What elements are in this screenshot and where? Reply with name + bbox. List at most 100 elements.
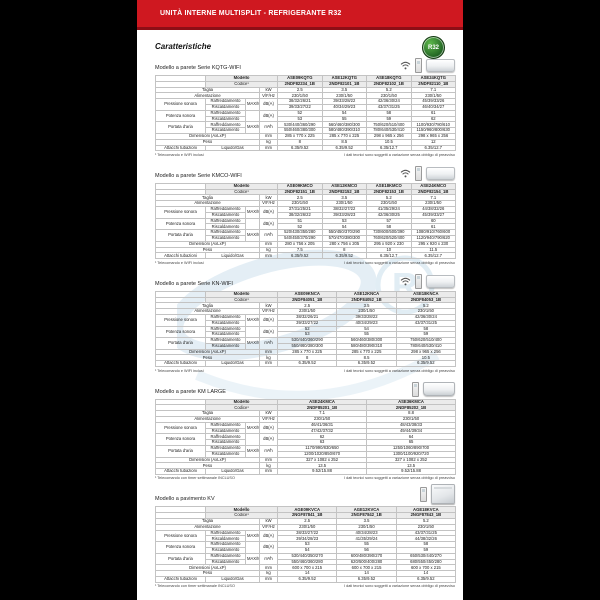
spec-value: 1100/930/780/610 <box>410 121 457 129</box>
spec-value: 5.2 <box>395 518 457 525</box>
table-row: Pressione sonoraRaffreddamentoMAX/MED/MI… <box>155 421 457 435</box>
sub-label: Riscaldamento <box>205 547 246 554</box>
spec-value: 9.52/15.88 <box>277 468 368 475</box>
section-title: Modello a parete KM LARGE <box>155 388 226 395</box>
section-icons <box>400 58 455 73</box>
spec-value: 1080/910/760/600 <box>410 229 457 237</box>
footnote-left: ¹ Telecomando e WIFI inclusi <box>155 260 204 265</box>
table-row: Portata d'ariaRaffreddamentoMAX/MED/MIN/… <box>155 337 457 350</box>
table-row: Potenza sonora Raffreddamento dB(A) 51 53 57 6… <box>155 217 457 231</box>
row-label: Potenza sonora <box>155 217 206 231</box>
qualifier-label: MAX/MED/MIN/SL <box>245 313 260 327</box>
table-row: Riscaldamento 550/460/380/300 580/480/390/… <box>156 127 457 134</box>
spec-section: Modello a parete Serie KN-WIFI Modello ASE… <box>155 272 457 373</box>
table-row: Riscaldamento 540/450/370/290 570/470/380/… <box>156 235 457 242</box>
qualifier-label: MAX/MED/MIN/SL <box>245 98 260 111</box>
row-label: Potenza sonora <box>155 325 206 339</box>
table-row: Portata d'ariaRaffreddamentoMAX/MED/MIN/… <box>155 229 457 242</box>
table-row: Taglia kW 2.5 3.5 5.2 7.1 <box>155 86 457 94</box>
section-header: Modello a parete Serie KMCO-WIFI <box>155 164 455 181</box>
unit-label: mm <box>258 576 279 583</box>
spec-table: Modello ASE09KNCA ASE12KNCA ASE18KNCA Codice… <box>155 290 457 368</box>
spec-value: 60 <box>410 217 457 225</box>
spec-value: 295 x 920 x 230 <box>410 240 457 248</box>
table-row: Modello ASE09KMCO ASE12KMCO ASE18KMCO ASE24K… <box>155 182 457 190</box>
table-row: Dimensioni (AxLxP) mm 285 x 770 x 225 285 x… <box>155 348 457 356</box>
spec-value: 6.35/9.52 <box>321 144 368 152</box>
footnote-right: I dati tecnici sono soggetti a variazion… <box>343 152 455 157</box>
table-row: Riscaldamento 550/460/360/280 620/500/400/… <box>156 558 457 566</box>
footnote-left: ¹ Telecomando e WIFI inclusi <box>155 368 204 373</box>
sub-label: Liquido/Gas <box>205 468 260 475</box>
row-label: Portata d'aria <box>155 121 206 134</box>
table-row: Pressione sonoraRaffreddamentoMAX/MED/MI… <box>155 529 457 543</box>
sub-label: Raffreddamento <box>205 325 246 333</box>
spec-section: Modello a parete Serie KQTG-WIFI Modello A… <box>155 56 457 157</box>
qualifier-label: MAX/MED/MIN/SL <box>245 337 260 350</box>
sub-label: Raffreddamento <box>205 421 246 429</box>
table-row: Alimentazione V/F/Hz 230/1/50 230/1/50 230/1… <box>155 523 457 531</box>
unit-label: dB(A) <box>258 98 279 111</box>
table-row: Taglia kW 2.5 3.5 5.2 7.1 <box>155 194 457 202</box>
qualifier-label: MAX/MED/MIN/SL <box>245 421 260 435</box>
spec-value: 580/480/390/310 <box>321 127 368 134</box>
spec-value: 570/470/380/300 <box>321 235 368 242</box>
sub-label: Riscaldamento <box>205 235 246 242</box>
sub-label: Raffreddamento <box>205 529 246 537</box>
spec-table: Modello ASE09KQTG ASE12KQTG ASE18KQTG ASE24K… <box>155 75 457 152</box>
unit-label: dB(A) <box>258 206 279 219</box>
sub-label: Raffreddamento <box>205 552 246 560</box>
sub-label: Raffreddamento <box>205 313 246 321</box>
remote-control-icon <box>415 273 422 289</box>
table-row: Alimentazione V/F/Hz 230/1/50 230/1/50 230/1… <box>155 200 457 208</box>
footnotes: ¹ Telecomando e WIFI inclusi I dati tecni… <box>155 153 455 157</box>
spec-value: 6.35/12.7 <box>366 144 412 152</box>
section-icons <box>420 484 455 505</box>
spec-value: 760/620/520/400 <box>366 235 412 242</box>
table-row: Peso kg 8 8.5 10.5 12 <box>155 138 457 146</box>
qualifier-blank <box>245 217 260 231</box>
model-code: ASE24KMCO <box>410 182 457 190</box>
wall-unit-image <box>426 274 455 288</box>
table-row: Portata d'ariaRaffreddamentoMAX/MED/MIN/… <box>155 552 457 566</box>
unit-label: mm <box>258 360 279 368</box>
spec-value: 520/430/350/280 <box>277 229 323 237</box>
qualifier-label: MAX/MED/MIN/SL <box>245 206 260 219</box>
wifi-icon <box>400 61 411 70</box>
table-row: Peso kg 14 14 14 <box>155 570 457 577</box>
row-label: Attacchi tubazioni <box>155 576 206 583</box>
unit-label: dB(A) <box>258 313 279 327</box>
spec-value: 530/440/360/290 <box>277 121 323 129</box>
unit-label: mm <box>258 252 279 260</box>
wall-unit-image <box>426 59 455 72</box>
table-body: Modello ASE09KMCO ASE12KMCO ASE18KMCO ASE24K… <box>155 182 457 260</box>
qualifier-label: MAX/MED/MIN/SL <box>245 229 260 242</box>
unit-label: dB(A) <box>258 433 279 446</box>
spec-value: 680/550/450/280 <box>395 558 457 566</box>
spec-value: 44/38/32/26 <box>395 535 457 543</box>
spec-value: 6.35/9.52 <box>336 360 397 368</box>
table-row: Dimensioni (AxLxP) mm 600 x 700 x 215 600 x… <box>155 564 457 572</box>
table-row: Potenza sonora Raffreddamento dB(A) 53 55 58 <box>155 541 457 554</box>
spec-table: Modello ASE09KMCO ASE12KMCO ASE18KMCO ASE24K… <box>155 182 457 260</box>
spec-value: 560/460/380/300 <box>321 121 368 129</box>
qualifier-blank <box>245 433 260 446</box>
footnote-right: I dati tecnici sono soggetti a variazion… <box>343 260 455 265</box>
spec-value: 600 x 700 x 215 <box>395 564 457 572</box>
codice-header: Codice¹ <box>204 188 279 196</box>
unit-label: V/F/Hz <box>258 308 279 315</box>
row-label: Attacchi tubazioni <box>155 144 206 152</box>
row-label: Pressione sonora <box>155 206 206 219</box>
spec-table: Modello AGE09KVCA AGE12KVCA AGE18KVCA Codice… <box>155 506 457 583</box>
row-label: Pressione sonora <box>155 98 206 111</box>
table-body: Modello ASE24KMCA ASE36KMCA Codice¹ 2NDF8520… <box>155 398 457 475</box>
row-label: Attacchi tubazioni <box>155 360 206 368</box>
unit-label: kg <box>258 246 279 254</box>
sub-label: Liquido/Gas <box>205 360 260 368</box>
footnote-right: I dati tecnici sono soggetti a variazion… <box>343 368 455 373</box>
table-row: Riscaldamento 39/34/28/23 41/35/29/24 44/38… <box>156 535 457 543</box>
row-label: Potenza sonora <box>155 433 206 446</box>
spec-value: 43/37/31/25 <box>395 529 457 537</box>
table-row: Portata d'ariaRaffreddamentoMAX/MED/MIN/… <box>155 444 457 458</box>
